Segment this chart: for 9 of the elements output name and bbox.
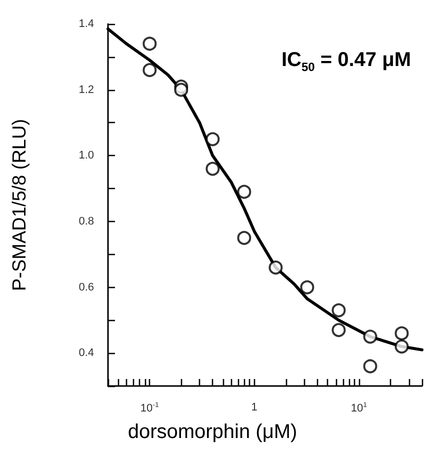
y-tick-label: 1.2 xyxy=(78,84,94,96)
y-tick-label: 0.4 xyxy=(78,347,94,360)
x-tick-label: 1 xyxy=(251,402,258,414)
y-tick-label: 1.4 xyxy=(78,18,94,30)
y-tick-label: 0.8 xyxy=(78,215,94,228)
y-tick-label: 1.0 xyxy=(78,150,94,162)
x-axis-title: dorsomorphin (μM) xyxy=(128,421,298,443)
y-tick-label: 0.6 xyxy=(78,281,94,294)
y-axis-title: P-SMAD1/5/8 (RLU) xyxy=(10,118,30,292)
